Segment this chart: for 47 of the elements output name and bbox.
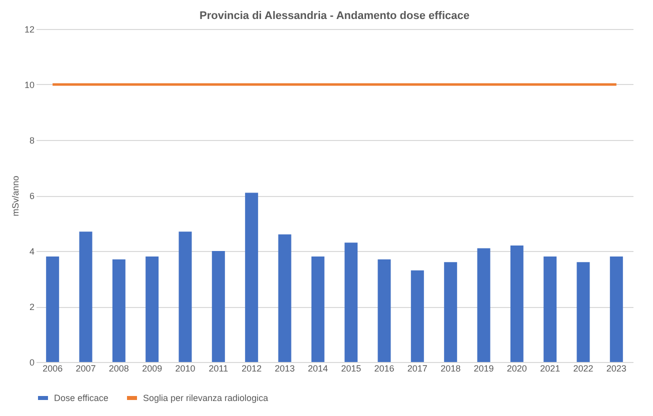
x-tick-label: 2006	[42, 364, 63, 374]
bar	[278, 234, 292, 362]
x-tick-label: 2016	[374, 364, 394, 374]
y-tick-label: 0	[29, 358, 34, 368]
legend-label: Dose efficace	[54, 393, 108, 403]
x-tick-label: 2008	[108, 364, 129, 374]
y-tick-label: 6	[29, 191, 34, 201]
bar	[444, 262, 458, 362]
x-tick-label: 2023	[606, 364, 626, 374]
y-tick-label: 8	[29, 136, 34, 146]
y-tick-label: 10	[24, 80, 34, 90]
x-tick-label: 2010	[175, 364, 196, 374]
x-tick-label: 2014	[308, 364, 328, 374]
bar	[477, 248, 490, 362]
bar	[410, 270, 424, 362]
bar	[510, 245, 524, 362]
bar	[610, 256, 623, 362]
y-tick-label: 2	[29, 302, 34, 312]
bar	[245, 192, 258, 362]
x-tick-label: 2019	[474, 364, 494, 374]
x-tick-label: 2017	[407, 364, 428, 374]
x-tick-label: 2020	[506, 364, 527, 374]
y-tick-label: 4	[29, 246, 34, 256]
x-tick-label: 2007	[76, 364, 96, 374]
bar	[146, 256, 159, 362]
bar	[79, 232, 92, 362]
bar	[378, 259, 391, 362]
legend-label: Soglia per rilevanza radiologica	[143, 393, 268, 403]
x-tick-label: 2012	[242, 364, 262, 374]
bar	[344, 242, 358, 362]
x-tick-label: 2018	[440, 364, 461, 374]
bar	[46, 256, 60, 362]
bar	[544, 256, 557, 362]
x-tick-label: 2013	[274, 364, 295, 374]
x-tick-label: 2021	[540, 364, 560, 374]
x-tick-label: 2011	[208, 364, 228, 374]
bar	[112, 259, 126, 362]
y-axis-title: mSv/anno	[10, 176, 20, 216]
bar	[178, 232, 192, 362]
x-tick-label: 2022	[573, 364, 594, 374]
x-tick-label: 2009	[142, 364, 162, 374]
bar	[212, 251, 225, 362]
chart-title: Provincia di Alessandria - Andamento dose efficace	[200, 10, 470, 22]
y-tick-label: 12	[24, 24, 34, 34]
bar	[311, 256, 324, 362]
x-tick-label: 2015	[341, 364, 362, 374]
bar	[576, 262, 590, 362]
